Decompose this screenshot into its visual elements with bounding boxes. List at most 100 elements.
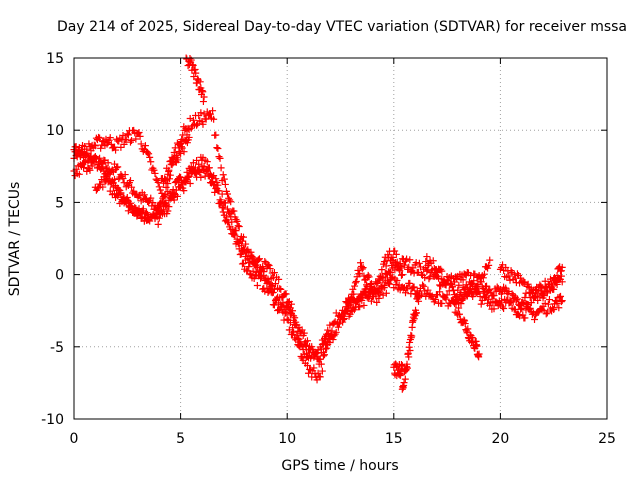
series-1	[70, 143, 566, 368]
data-point	[542, 310, 550, 318]
data-point	[162, 183, 170, 191]
data-point	[249, 267, 257, 275]
data-point	[318, 367, 326, 375]
data-point	[428, 292, 436, 300]
data-point	[436, 288, 444, 296]
data-point	[527, 299, 535, 307]
data-point	[358, 296, 366, 304]
data-point	[92, 155, 100, 163]
data-point	[286, 311, 294, 319]
data-point	[497, 297, 505, 305]
data-point	[151, 214, 159, 222]
data-point	[314, 369, 322, 377]
data-point	[347, 298, 355, 306]
data-point	[126, 138, 134, 146]
data-point	[239, 233, 247, 241]
data-point	[283, 315, 291, 323]
data-point	[231, 231, 239, 239]
data-point	[128, 136, 136, 144]
data-point	[203, 166, 211, 174]
y-tick-label: 5	[55, 195, 64, 211]
data-point	[202, 115, 210, 123]
data-point	[119, 175, 127, 183]
x-tick-label: 10	[278, 431, 296, 447]
data-point	[477, 278, 485, 286]
data-point	[189, 116, 197, 124]
plot-frame	[73, 57, 608, 420]
data-point	[315, 355, 323, 363]
data-point	[257, 274, 265, 282]
data-point	[500, 305, 508, 313]
data-point	[519, 298, 527, 306]
data-point	[205, 172, 213, 180]
data-point	[485, 261, 493, 269]
data-point	[423, 253, 431, 261]
data-point	[270, 301, 278, 309]
data-point	[543, 309, 551, 317]
data-point	[170, 196, 178, 204]
data-point	[154, 178, 162, 186]
data-point	[544, 300, 552, 308]
data-point	[255, 255, 263, 263]
data-point	[301, 341, 309, 349]
data-point	[308, 343, 316, 351]
data-point	[431, 295, 439, 303]
data-point	[476, 292, 484, 300]
data-point	[177, 173, 185, 181]
data-point	[189, 61, 197, 69]
data-point	[210, 115, 218, 123]
data-point	[140, 217, 148, 225]
data-point	[516, 312, 524, 320]
data-point	[289, 307, 297, 315]
data-point	[203, 158, 211, 166]
data-point	[352, 277, 360, 285]
data-point	[558, 297, 566, 305]
data-point	[391, 247, 399, 255]
y-tick-label: -5	[50, 340, 64, 356]
data-point	[397, 262, 405, 270]
data-point	[77, 146, 85, 154]
data-point	[373, 298, 381, 306]
data-point	[354, 298, 362, 306]
data-point	[290, 328, 298, 336]
data-point	[235, 223, 243, 231]
data-point	[423, 267, 431, 275]
data-point	[524, 280, 532, 288]
data-point	[104, 159, 112, 167]
series-11	[422, 253, 494, 308]
data-point	[550, 285, 558, 293]
data-point	[145, 150, 153, 158]
data-point	[199, 88, 207, 96]
data-point	[295, 342, 303, 350]
data-point	[458, 296, 466, 304]
data-point	[400, 261, 408, 269]
data-point	[82, 158, 90, 166]
data-point	[197, 173, 205, 181]
data-point	[209, 107, 217, 115]
data-point	[303, 361, 311, 369]
data-point	[99, 183, 107, 191]
data-point	[490, 291, 498, 299]
data-point	[477, 300, 485, 308]
data-point	[132, 135, 140, 143]
data-point	[412, 309, 420, 317]
data-point	[271, 280, 279, 288]
data-point	[522, 289, 530, 297]
data-point	[199, 120, 207, 128]
data-point	[506, 299, 514, 307]
data-point	[480, 270, 488, 278]
data-point	[406, 256, 414, 264]
data-point	[389, 253, 397, 261]
data-point	[317, 349, 325, 357]
data-point	[81, 158, 89, 166]
data-point	[178, 177, 186, 185]
data-point	[107, 178, 115, 186]
data-point	[363, 281, 371, 289]
series-10	[449, 297, 483, 361]
data-point	[303, 337, 311, 345]
data-point	[155, 208, 163, 216]
data-point	[380, 284, 388, 292]
data-point	[277, 303, 285, 311]
data-point	[505, 272, 513, 280]
